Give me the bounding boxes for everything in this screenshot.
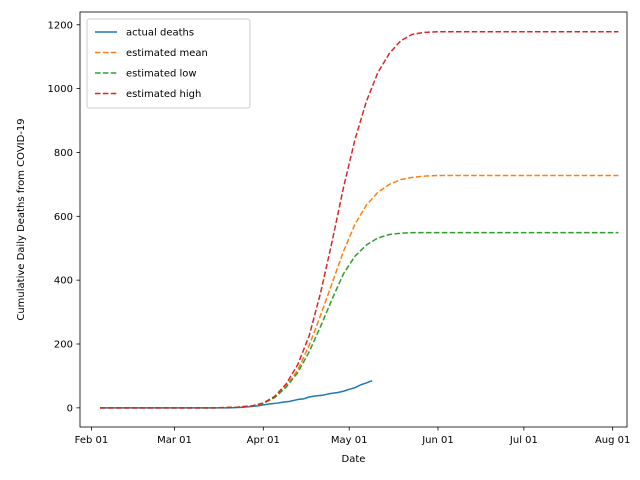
x-axis-label: Date: [342, 454, 366, 465]
x-tick-label: Feb 01: [75, 435, 109, 446]
legend-box: [86, 18, 251, 109]
x-axis-ticks: Feb 01 Mar 01 Apr 01 May 01 Jun 01 Jul 01 Aug …: [75, 427, 630, 446]
y-tick-label: 200: [54, 340, 73, 351]
y-axis-ticks: 0 200 400 600 800 1000 1200: [48, 20, 80, 414]
series-line-actual-deaths: [100, 380, 373, 409]
x-tick-label: Apr 01: [247, 435, 280, 446]
y-tick-label: 1000: [48, 84, 73, 95]
y-tick-label: 0: [67, 403, 73, 414]
series-line-estimated-mean: [100, 174, 619, 409]
legend-label: actual deaths: [126, 28, 194, 39]
legend-label: estimated high: [126, 89, 201, 100]
x-tick-label: Jun 01: [421, 435, 454, 446]
x-tick-label: May 01: [331, 435, 368, 446]
legend: actual deaths estimated mean estimated low…: [86, 18, 251, 109]
y-tick-label: 600: [54, 212, 73, 223]
x-tick-label: Jul 01: [509, 435, 538, 446]
legend-label: estimated low: [126, 69, 197, 80]
x-tick-label: Mar 01: [157, 435, 192, 446]
series-line-estimated-high: [100, 31, 619, 409]
y-axis-label: Cumulative Daily Deaths from COVID-19: [16, 118, 27, 320]
y-tick-label: 1200: [48, 20, 73, 31]
plot-area: [100, 31, 619, 409]
x-tick-label: Aug 01: [595, 435, 630, 446]
y-tick-label: 400: [54, 276, 73, 287]
legend-label: estimated mean: [126, 48, 208, 59]
y-tick-label: 800: [54, 148, 73, 159]
axes-frame: [79, 11, 628, 428]
